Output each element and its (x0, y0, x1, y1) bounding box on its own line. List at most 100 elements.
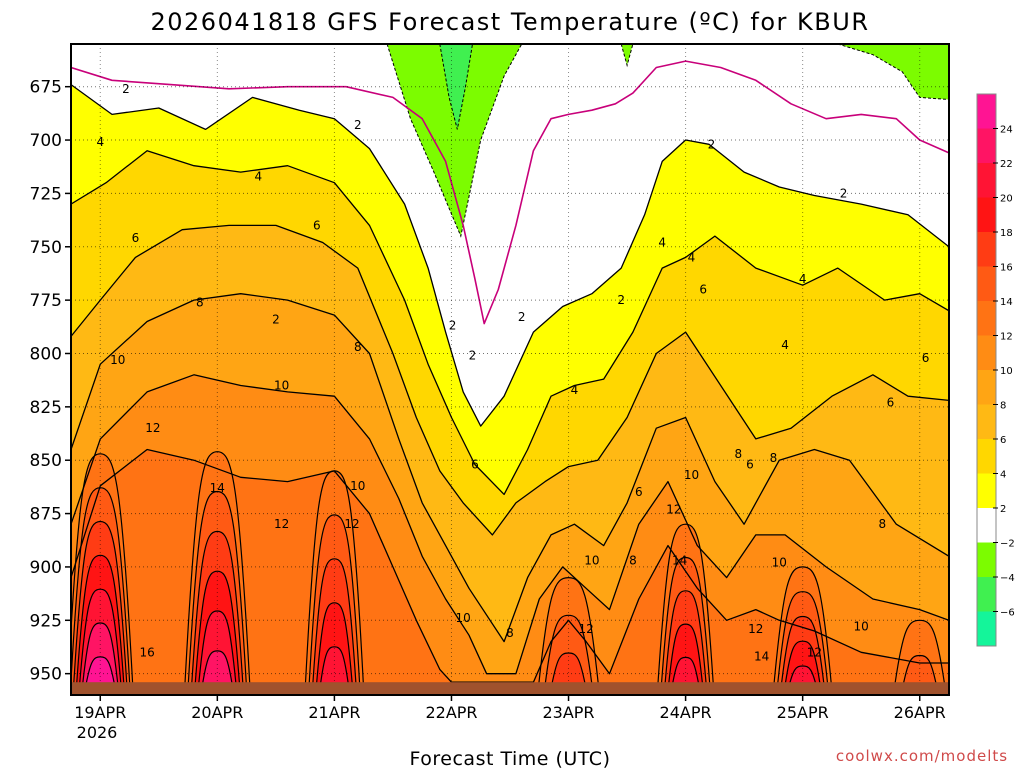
colorbar-label: 14 (1000, 297, 1013, 308)
colorbar-label: 10 (1000, 366, 1013, 377)
y-tick-label: 900 (30, 558, 62, 578)
contour-label: 2 (708, 137, 716, 151)
contour-label: 4 (571, 383, 579, 397)
contour-label: 4 (781, 338, 789, 352)
y-tick-label: 700 (30, 131, 62, 151)
cold-pocket-0 (386, 44, 523, 238)
contour-label: 12 (274, 517, 289, 531)
contour-label: 10 (772, 556, 787, 570)
colorbar-label: 18 (1000, 228, 1013, 239)
colorbar-label: 6 (1000, 435, 1006, 446)
contour-label: 2 (449, 319, 457, 333)
isotherm-6 (71, 224, 949, 536)
contour-label: 12 (578, 622, 593, 636)
isotherm-4 (71, 150, 949, 496)
contour-label: 10 (274, 379, 289, 393)
y-tick-label: 950 (30, 665, 62, 685)
colorbar-label: 2 (1000, 504, 1006, 515)
isotherm-12 (71, 448, 949, 683)
y-tick-label: 725 (30, 184, 62, 204)
contour-label: 8 (354, 340, 362, 354)
contour-label: 2 (469, 349, 477, 363)
x-tick-label: 19APR (74, 703, 126, 722)
contour-label: 8 (506, 626, 514, 640)
x-tick-label: 26APR (894, 703, 946, 722)
x-axis-label: Forecast Time (UTC) (410, 748, 611, 768)
x-tick-label: 20APR (191, 703, 243, 722)
colorbar-swatch (977, 301, 996, 336)
contour-label: 16 (139, 645, 154, 659)
colorbar-swatch (977, 508, 996, 543)
contour-label: 6 (922, 351, 930, 365)
x-tick-label: 24APR (660, 703, 712, 722)
contour-label: 10 (110, 353, 125, 367)
contour-label: 2 (617, 293, 625, 307)
contour-label: 4 (254, 169, 262, 183)
contour-label: 2 (518, 310, 526, 324)
isotherm-lines (71, 60, 949, 683)
y-tick-label: 875 (30, 505, 62, 525)
chart-title: 2026041818 GFS Forecast Temperature (ºC)… (150, 8, 869, 36)
contour-label: 8 (734, 447, 742, 461)
colorbar-label: 8 (1000, 401, 1006, 412)
x-tick-label: 25APR (777, 703, 829, 722)
contour-label: 10 (684, 468, 699, 482)
contour-label: 12 (666, 502, 681, 516)
warm-core-3-isotherm-16 (549, 652, 588, 692)
colorbar-label: 12 (1000, 332, 1013, 343)
x-tick-label: 23APR (542, 703, 594, 722)
contour-label: 12 (344, 517, 359, 531)
contour-label: 4 (799, 272, 807, 286)
contour-label: 8 (770, 451, 778, 465)
contour-label: 6 (635, 485, 643, 499)
y-tick-label: 800 (30, 345, 62, 365)
cold-pocket-2 (620, 44, 634, 68)
y-tick-label: 925 (30, 611, 62, 631)
contour-label: 2 (840, 186, 848, 200)
colorbar-swatch (977, 404, 996, 440)
isotherm-8 (71, 293, 949, 643)
isotherm-2 (71, 84, 949, 427)
contour-label: 4 (658, 236, 666, 250)
y-tick-label: 825 (30, 398, 62, 418)
credit-link[interactable]: coolwx.com/modelts (836, 747, 1008, 765)
y-tick-label: 850 (30, 451, 62, 471)
cold-pocket-3 (837, 44, 949, 101)
contour-label: 4 (688, 250, 696, 264)
colorbar-swatch (977, 197, 996, 233)
colorbar-swatch (977, 542, 996, 578)
contour-label: 10 (350, 479, 365, 493)
contour-label: 2 (122, 82, 130, 96)
contour-label: 14 (672, 554, 687, 568)
contour-label: 8 (878, 517, 886, 531)
colorbar-swatch (977, 611, 996, 647)
colorbar-swatch (977, 577, 996, 612)
colorbar-label: 20 (1000, 194, 1013, 205)
colorbar-swatch (977, 370, 996, 405)
colorbar-label: −2 (1000, 539, 1015, 550)
contour-label: 12 (748, 622, 763, 636)
contour-label: 6 (313, 218, 321, 232)
contour-label: 6 (471, 458, 479, 472)
contour-label: 2 (272, 312, 280, 326)
contour-label: 12 (145, 421, 160, 435)
colorbar: 24 22 20 18 16 14 12 10 8 6 4 2 −2 −4 −6 (976, 93, 1015, 647)
colorbar-swatch (977, 163, 996, 198)
colorbar-label: 16 (1000, 263, 1013, 274)
contour-label: 8 (629, 554, 637, 568)
contour-label: 12 (807, 645, 822, 659)
contour-label: 2 (354, 118, 362, 132)
colorbar-swatch (977, 128, 996, 164)
x-axis: 19APR 20APR 21APR 22APR 23APR 24APR 25APR 26APR (74, 695, 946, 722)
contour-label: 6 (887, 396, 895, 410)
warm-core-2-isotherm-20 (318, 646, 350, 692)
colorbar-label: −6 (1000, 608, 1015, 619)
contour-label: 10 (456, 611, 471, 625)
cold-pockets (386, 44, 949, 238)
contour-label: 10 (854, 620, 869, 634)
colorbar-label: 4 (1000, 470, 1006, 481)
contour-label: 14 (754, 650, 769, 664)
